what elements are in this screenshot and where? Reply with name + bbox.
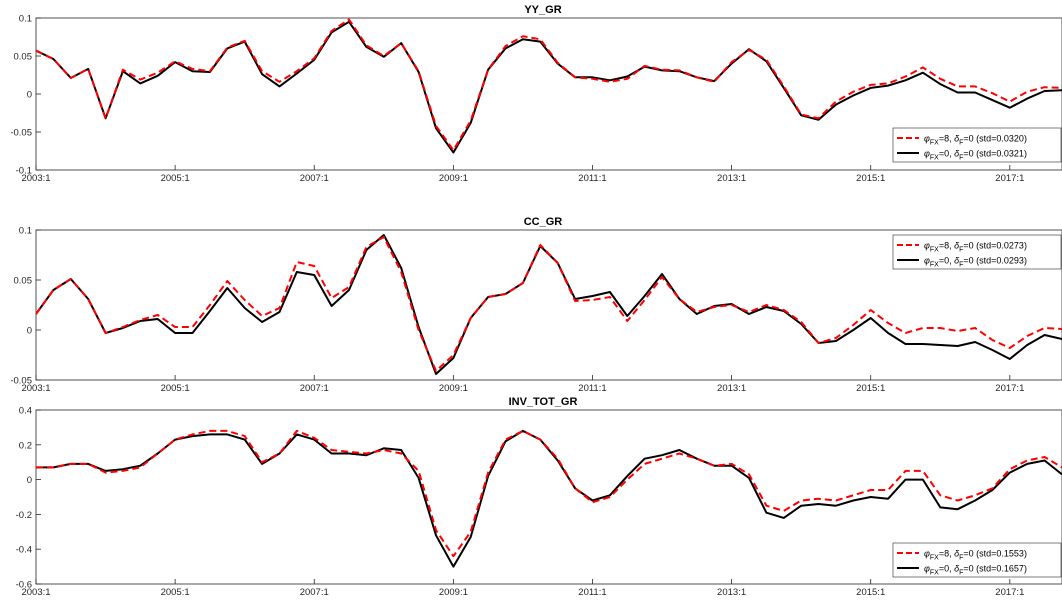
x-tick-label: 2005:1: [161, 383, 190, 394]
legend-box: [892, 234, 1062, 270]
x-tick-label: 2007:1: [300, 383, 329, 394]
chart-title: YY_GR: [524, 4, 561, 16]
x-tick-label: 2009:1: [439, 173, 468, 184]
legend: φFX=8, δF=0 (std=0.0320) φFX=0, δF=0 (std…: [892, 127, 1062, 163]
y-tick-label: 0.4: [19, 406, 32, 417]
legend-label: φFX=0, δF=0 (std=0.0321): [924, 149, 1027, 162]
y-tick-label: -0.6: [16, 580, 32, 591]
y-tick-label: 0.1: [19, 226, 32, 237]
legend: φFX=8, δF=0 (std=0.1553) φFX=0, δF=0 (std…: [892, 542, 1062, 578]
y-tick-label: 0.2: [19, 440, 32, 451]
x-tick-label: 2011:1: [578, 587, 606, 598]
legend-label: φFX=8, δF=0 (std=0.0320): [924, 134, 1027, 147]
y-tick-label: -0.4: [16, 545, 32, 556]
x-tick-label: 2015:1: [856, 587, 885, 598]
legend-box: [892, 542, 1062, 578]
x-tick-label: 2005:1: [161, 587, 190, 598]
x-tick-label: 2007:1: [300, 587, 329, 598]
y-tick-label: -0.2: [16, 510, 32, 521]
x-tick-label: 2013:1: [717, 383, 746, 394]
series-line-phi8: [36, 18, 1062, 152]
plot-area: [35, 17, 1062, 171]
chart-panel-3: INV_TOT_GR -0.6 -0.4 -0.2 0 0.2 0.4 2003:1 2005:…: [16, 396, 1062, 598]
legend: φFX=8, δF=0 (std=0.0273) φFX=0, δF=0 (std…: [892, 234, 1062, 270]
x-tick-label: 2017:1: [995, 173, 1024, 184]
x-tick-label: 2009:1: [439, 383, 468, 394]
y-tick-label: -0.05: [10, 376, 32, 387]
series-line-phi0: [36, 429, 1062, 568]
x-tick-label: 2007:1: [300, 173, 329, 184]
x-tick-label: 2015:1: [856, 173, 885, 184]
y-tick-label: 0.05: [14, 276, 33, 287]
y-tick-label: 0: [27, 326, 32, 337]
chart-panel-2: CC_GR -0.05 0 0.05 0.1 2003:1 2005:1 2007:1 2009…: [10, 216, 1062, 394]
x-tick-label: 2009:1: [439, 587, 468, 598]
chart-panel-1: YY_GR -0.1 -0.05 0 0.05 0.1 2003:1 2005:1 2007:1…: [10, 4, 1062, 184]
x-tick-label: 2013:1: [717, 587, 746, 598]
legend-label: φFX=8, δF=0 (std=0.1553): [924, 549, 1027, 562]
chart-title: INV_TOT_GR: [509, 396, 578, 408]
y-tick-label: 0.05: [14, 52, 33, 63]
y-tick-label: 0: [27, 475, 32, 486]
x-tick-label: 2013:1: [717, 173, 746, 184]
x-tick-label: 2005:1: [161, 173, 190, 184]
x-tick-label: 2011:1: [578, 383, 606, 394]
x-tick-label: 2003:1: [21, 173, 50, 184]
y-tick-label: -0.1: [16, 166, 32, 177]
x-tick-label: 2017:1: [995, 587, 1024, 598]
legend-label: φFX=0, δF=0 (std=0.0293): [924, 256, 1027, 269]
y-tick-label: 0: [27, 90, 32, 101]
series-line-phi8: [36, 429, 1062, 558]
x-tick-label: 2011:1: [578, 173, 606, 184]
x-tick-label: 2015:1: [856, 383, 885, 394]
series-line-phi8: [36, 236, 1062, 372]
y-tick-label: 0.1: [19, 14, 32, 25]
chart-title: CC_GR: [524, 216, 563, 228]
x-tick-label: 2017:1: [995, 383, 1024, 394]
x-tick-label: 2003:1: [21, 587, 50, 598]
y-tick-label: -0.05: [10, 128, 32, 139]
legend-label: φFX=8, δF=0 (std=0.0273): [924, 241, 1027, 254]
x-tick-label: 2003:1: [21, 383, 50, 394]
legend-box: [892, 127, 1062, 163]
legend-label: φFX=0, δF=0 (std=0.1657): [924, 564, 1027, 577]
